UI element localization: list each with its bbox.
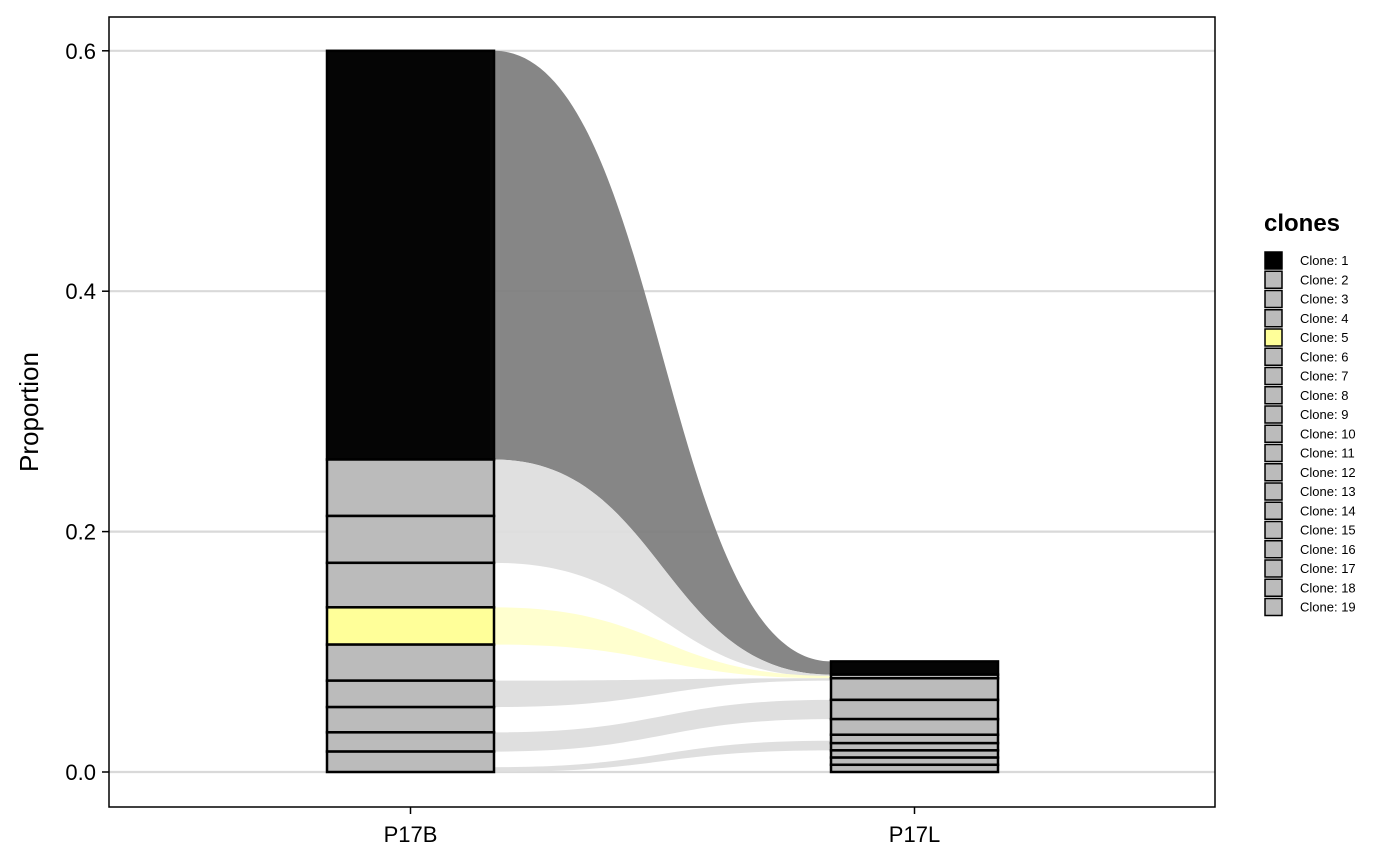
legend-key-14 xyxy=(1264,501,1283,520)
legend-label-3: Clone: 3 xyxy=(1300,292,1348,307)
legend-label-11: Clone: 11 xyxy=(1300,446,1355,461)
legend-key-11 xyxy=(1264,443,1283,463)
legend-label-17: Clone: 17 xyxy=(1300,561,1356,576)
x-axis: P17B P17L xyxy=(384,807,940,847)
legend-label-4: Clone: 4 xyxy=(1300,311,1348,326)
x-tick-label-1: P17L xyxy=(889,822,940,847)
stack-P17B-segment-1 xyxy=(325,49,496,461)
legend-label-1: Clone: 1 xyxy=(1300,253,1348,268)
flow-4 xyxy=(494,678,831,708)
stack-P17L-segment-5 xyxy=(829,717,1000,736)
legend-label-15: Clone: 15 xyxy=(1300,523,1356,538)
legend-label-14: Clone: 14 xyxy=(1300,503,1356,518)
legend-key-8 xyxy=(1264,386,1283,405)
stack-P17L-segment-4 xyxy=(829,698,1000,721)
stack-P17B-segment-2 xyxy=(325,458,496,518)
legend: clones Clone: 1 Clone: 2 Clone: 3 Clone: 4 C… xyxy=(1264,210,1356,617)
stack-P17B-segment-9 xyxy=(325,731,496,753)
legend-key-6 xyxy=(1264,347,1283,366)
legend-key-13 xyxy=(1264,482,1283,501)
y-tick-label-2: 0.4 xyxy=(65,279,96,304)
stack-P17L-segment-1 xyxy=(829,660,1000,676)
y-tick-label-3: 0.6 xyxy=(65,39,96,64)
legend-key-10 xyxy=(1264,424,1283,443)
legend-key-17 xyxy=(1264,559,1283,578)
stack-P17B-segment-8 xyxy=(325,705,496,734)
legend-title: clones xyxy=(1264,210,1340,237)
legend-key-18 xyxy=(1264,578,1283,597)
legend-label-12: Clone: 12 xyxy=(1300,465,1356,480)
gridlines xyxy=(109,49,1215,774)
plot-panel-border xyxy=(108,16,1216,808)
flow-6 xyxy=(494,740,831,772)
stack-P17B-segment-5 xyxy=(325,606,496,646)
legend-key-3 xyxy=(1264,289,1283,309)
stack-P17L-segment-3 xyxy=(829,676,1000,702)
y-axis-title: Proportion xyxy=(14,352,44,472)
legend-key-7 xyxy=(1264,366,1283,386)
stacks xyxy=(325,49,1000,774)
legend-label-13: Clone: 13 xyxy=(1300,484,1356,499)
y-tick-label-0: 0.0 xyxy=(65,760,96,785)
x-tick-label-0: P17B xyxy=(384,822,438,847)
legend-label-18: Clone: 18 xyxy=(1300,580,1356,595)
legend-label-10: Clone: 10 xyxy=(1300,426,1356,441)
legend-label-19: Clone: 19 xyxy=(1300,600,1356,615)
legend-label-7: Clone: 7 xyxy=(1300,369,1348,384)
legend-key-5 xyxy=(1264,328,1283,347)
legend-key-9 xyxy=(1264,405,1283,424)
stack-P17B-segment-6 xyxy=(325,643,496,682)
y-axis: 0.0 0.2 0.4 0.6 xyxy=(65,39,109,785)
y-tick-label-1: 0.2 xyxy=(65,520,96,545)
legend-label-9: Clone: 9 xyxy=(1300,407,1348,422)
legend-label-6: Clone: 6 xyxy=(1300,349,1348,364)
legend-key-19 xyxy=(1264,597,1283,617)
legend-label-2: Clone: 2 xyxy=(1300,272,1348,287)
legend-key-2 xyxy=(1264,270,1283,289)
stack-P17L-segment-10 xyxy=(829,763,1000,774)
legend-key-15 xyxy=(1264,520,1283,540)
flow-1 xyxy=(494,50,831,675)
flow-3 xyxy=(494,607,831,679)
flow-5 xyxy=(494,699,831,752)
legend-key-1 xyxy=(1264,251,1283,270)
stack-P17B-segment-10 xyxy=(325,750,496,774)
legend-key-4 xyxy=(1264,309,1283,328)
legend-label-5: Clone: 5 xyxy=(1300,330,1348,345)
legend-key-12 xyxy=(1264,463,1283,482)
stack-P17B-segment-3 xyxy=(325,514,496,565)
stack-P17B-segment-7 xyxy=(325,679,496,709)
legend-key-16 xyxy=(1264,540,1283,559)
legend-label-16: Clone: 16 xyxy=(1300,542,1356,557)
flow-2 xyxy=(494,459,831,678)
stack-P17B-segment-4 xyxy=(325,561,496,609)
stack-P17L-segment-6 xyxy=(829,733,1000,745)
flows xyxy=(494,50,831,772)
legend-label-8: Clone: 8 xyxy=(1300,388,1348,403)
